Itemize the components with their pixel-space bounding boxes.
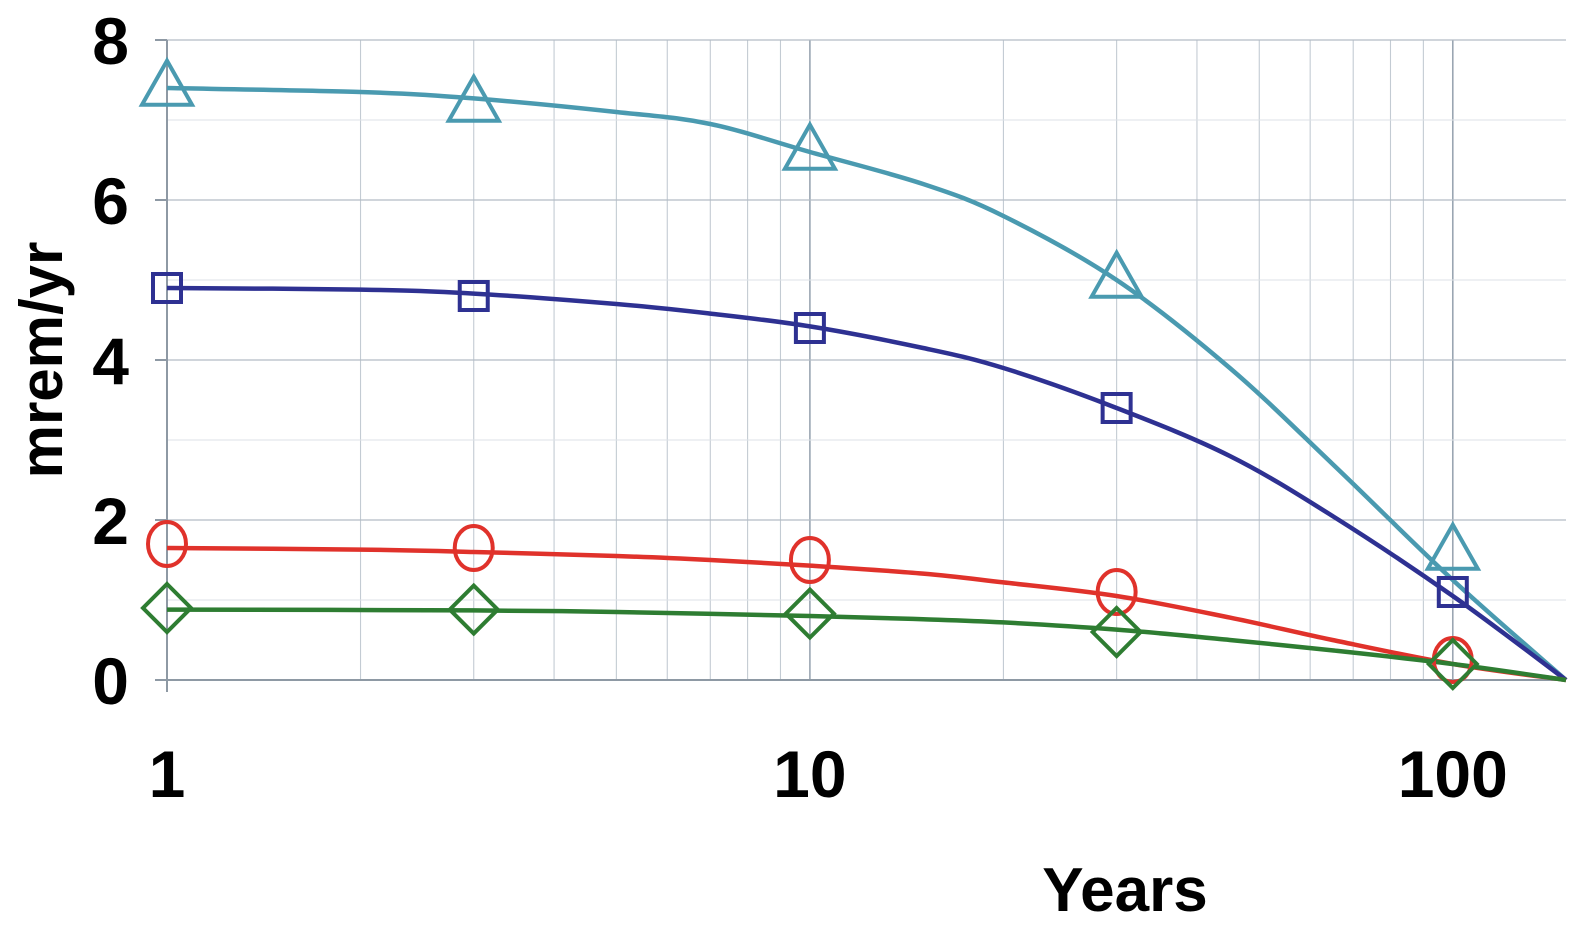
tick-labels: 0 2 4 6 8 1 10 100 <box>92 4 1508 811</box>
circle-marker <box>788 536 831 584</box>
square-series-line <box>166 285 1568 682</box>
triangle-marker <box>1424 520 1482 571</box>
diamond-marker <box>1089 605 1144 659</box>
diamond-marker <box>1425 637 1480 691</box>
series-markers <box>138 56 1482 691</box>
x-tick-label: 1 <box>149 737 186 811</box>
triangle-series-line <box>166 85 1568 682</box>
square-marker <box>1100 392 1133 424</box>
square-marker <box>151 272 183 304</box>
diamond-marker <box>783 586 837 641</box>
x-tick-label: 100 <box>1398 737 1508 811</box>
y-tick-label: 4 <box>92 324 129 398</box>
square-marker <box>457 280 490 312</box>
circle-marker <box>452 524 495 572</box>
triangle-marker <box>781 120 839 171</box>
square-marker <box>1436 576 1469 608</box>
x-tick-label: 10 <box>773 737 846 811</box>
triangle-marker <box>138 56 196 107</box>
triangle-marker <box>445 72 503 123</box>
triangle-marker <box>1088 248 1146 299</box>
gridlines <box>166 39 1566 680</box>
diamond-marker <box>446 582 501 637</box>
y-axis-title: mrem/yr <box>8 242 75 479</box>
x-axis-title: Years <box>1042 856 1208 925</box>
y-tick-label: 8 <box>92 4 129 78</box>
diamond-series-line <box>166 607 1567 683</box>
square-marker <box>793 312 826 344</box>
y-tick-label: 2 <box>92 484 129 558</box>
y-tick-label: 6 <box>92 164 129 238</box>
circle-marker <box>1095 568 1138 616</box>
diamond-marker <box>140 581 194 635</box>
y-tick-label: 0 <box>92 644 129 718</box>
circle-marker <box>146 520 188 568</box>
